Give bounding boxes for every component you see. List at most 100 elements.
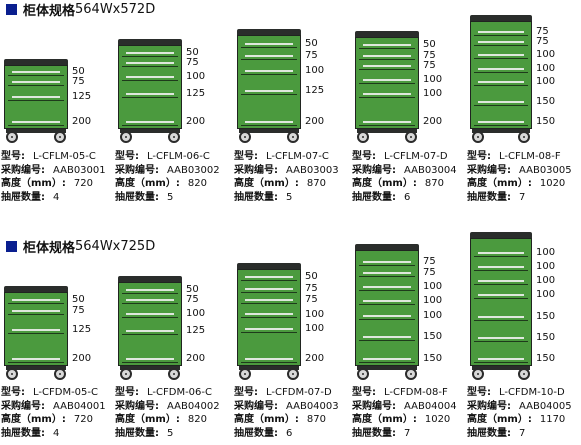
- spec-key: 型号:: [1, 151, 25, 162]
- cabinet-base: [120, 129, 180, 133]
- drawer-height-label: 100: [536, 62, 556, 74]
- caster-wheel-icon: [168, 368, 180, 380]
- spec-key: 型号:: [467, 151, 491, 162]
- code-row: 采购编号: AAB03002: [115, 164, 220, 178]
- drawer-handle: [478, 266, 524, 269]
- spec-key: 采购编号:: [352, 164, 396, 176]
- header-square-icon: [6, 240, 17, 252]
- spec-value: L-CFDM-05-C: [33, 387, 98, 398]
- spec-value: L-CFDM-06-C: [147, 387, 212, 398]
- spec-value: AAB04004: [404, 400, 457, 412]
- drawers-row: 抽屉数量: 5: [234, 191, 339, 205]
- spec-key: 抽屉数量:: [352, 427, 396, 439]
- spec-value: L-CFLM-05-C: [33, 151, 96, 162]
- drawer-handle: [363, 65, 411, 67]
- drawer-handle: [478, 54, 524, 57]
- spec-value: L-CFDM-10-D: [499, 387, 565, 398]
- caster-wheel-icon: [357, 131, 369, 143]
- cabinet-base: [357, 366, 417, 370]
- drawer: [474, 59, 528, 73]
- spec-value: 7: [404, 427, 411, 439]
- cabinet-top: [4, 286, 68, 294]
- drawer-height-label: 75: [72, 75, 85, 87]
- spec-key: 高度（mm）:: [352, 178, 417, 189]
- drawer: [241, 304, 297, 319]
- drawer-handle: [126, 330, 174, 333]
- drawers-row: 抽屉数量: 4: [1, 427, 106, 441]
- drawer-height-label: 100: [423, 295, 443, 307]
- caster-wheel-icon: [518, 368, 530, 380]
- drawer-handle: [478, 336, 524, 339]
- spec-key: 高度（mm）:: [1, 178, 66, 189]
- drawer: [8, 86, 64, 102]
- caster-wheel-icon: [120, 131, 132, 143]
- spec-key: 采购编号:: [1, 164, 45, 176]
- cabinet-base: [239, 366, 299, 370]
- drawer: [241, 281, 297, 293]
- drawer: [8, 297, 64, 305]
- drawer: [122, 335, 178, 363]
- code-row: 采购编号: AAB03003: [234, 164, 339, 178]
- drawer-handle: [245, 328, 293, 331]
- drawer-handle: [478, 252, 524, 255]
- drawer-height-label: 50: [305, 37, 318, 49]
- drawer-height-label: 75: [536, 26, 549, 37]
- code-row: 采购编号: AAB04003: [234, 400, 339, 414]
- code-row: 采购编号: AAB03005: [467, 164, 572, 178]
- drawer-handle: [245, 287, 293, 290]
- spec-value: 720: [73, 414, 93, 425]
- drawers-row: 抽屉数量: 7: [467, 427, 572, 441]
- spec-block: 型号: L-CFDM-08-F 采购编号: AAB04004 高度（mm）: 1020 抽屉…: [352, 386, 457, 440]
- code-row: 采购编号: AAB04004: [352, 400, 457, 414]
- spec-block: 型号: L-CFDM-07-D 采购编号: AAB04003 高度（mm）: 870 抽屉数…: [234, 386, 339, 440]
- drawer-height-label: 200: [186, 353, 206, 364]
- spec-value: L-CFLM-07-C: [266, 151, 329, 162]
- drawer-handle: [126, 51, 174, 54]
- drawer-handle: [245, 42, 293, 45]
- cabinet-body: [355, 37, 419, 129]
- drawer-handle: [363, 54, 411, 57]
- drawer-handle: [363, 336, 411, 339]
- cabinet-base: [6, 129, 66, 133]
- drawer: [359, 320, 415, 342]
- drawer: [241, 75, 297, 95]
- drawer-handle: [245, 54, 293, 57]
- cabinet-top: [470, 15, 532, 23]
- height-row: 高度（mm）: 1020: [352, 413, 457, 427]
- drawer-handle: [363, 314, 411, 317]
- section-header: 柜体规格 564Wx725D: [6, 237, 155, 256]
- cabinet-illustration: [470, 232, 532, 380]
- caster-wheel-icon: [54, 368, 66, 380]
- drawer-handle: [478, 67, 524, 70]
- drawer: [474, 243, 528, 258]
- height-row: 高度（mm）: 720: [1, 177, 106, 191]
- cabinet-base: [6, 366, 66, 370]
- cabinet-body: [4, 292, 68, 366]
- cabinet-top: [4, 59, 68, 67]
- cabinet-base: [120, 366, 180, 370]
- drawer-height-label: 50: [423, 39, 436, 50]
- drawer: [474, 299, 528, 321]
- cabinet-body: [237, 269, 301, 366]
- drawer-handle: [245, 70, 293, 73]
- drawer: [122, 67, 178, 82]
- spec-key: 抽屉数量:: [467, 191, 511, 203]
- drawer: [359, 266, 415, 277]
- section-dimensions: 564Wx572D: [75, 1, 156, 17]
- drawer-handle: [363, 357, 411, 360]
- drawer-handle: [12, 299, 60, 302]
- spec-value: AAB03003: [286, 164, 339, 176]
- drawer-handle: [478, 101, 524, 103]
- drawer-handle: [478, 80, 524, 83]
- spec-key: 高度（mm）:: [234, 178, 299, 189]
- drawer: [474, 285, 528, 300]
- spec-block: 型号: L-CFLM-08-F 采购编号: AAB03005 高度（mm）: 1020 抽屉…: [467, 150, 572, 204]
- drawer-handle: [363, 44, 411, 46]
- drawer-height-label: 100: [536, 275, 556, 287]
- cabinet-body: [470, 238, 532, 366]
- drawer: [474, 36, 528, 46]
- spec-key: 抽屉数量:: [1, 191, 45, 203]
- spec-key: 型号:: [234, 387, 258, 398]
- drawer: [8, 76, 64, 86]
- spec-key: 抽屉数量:: [234, 191, 278, 203]
